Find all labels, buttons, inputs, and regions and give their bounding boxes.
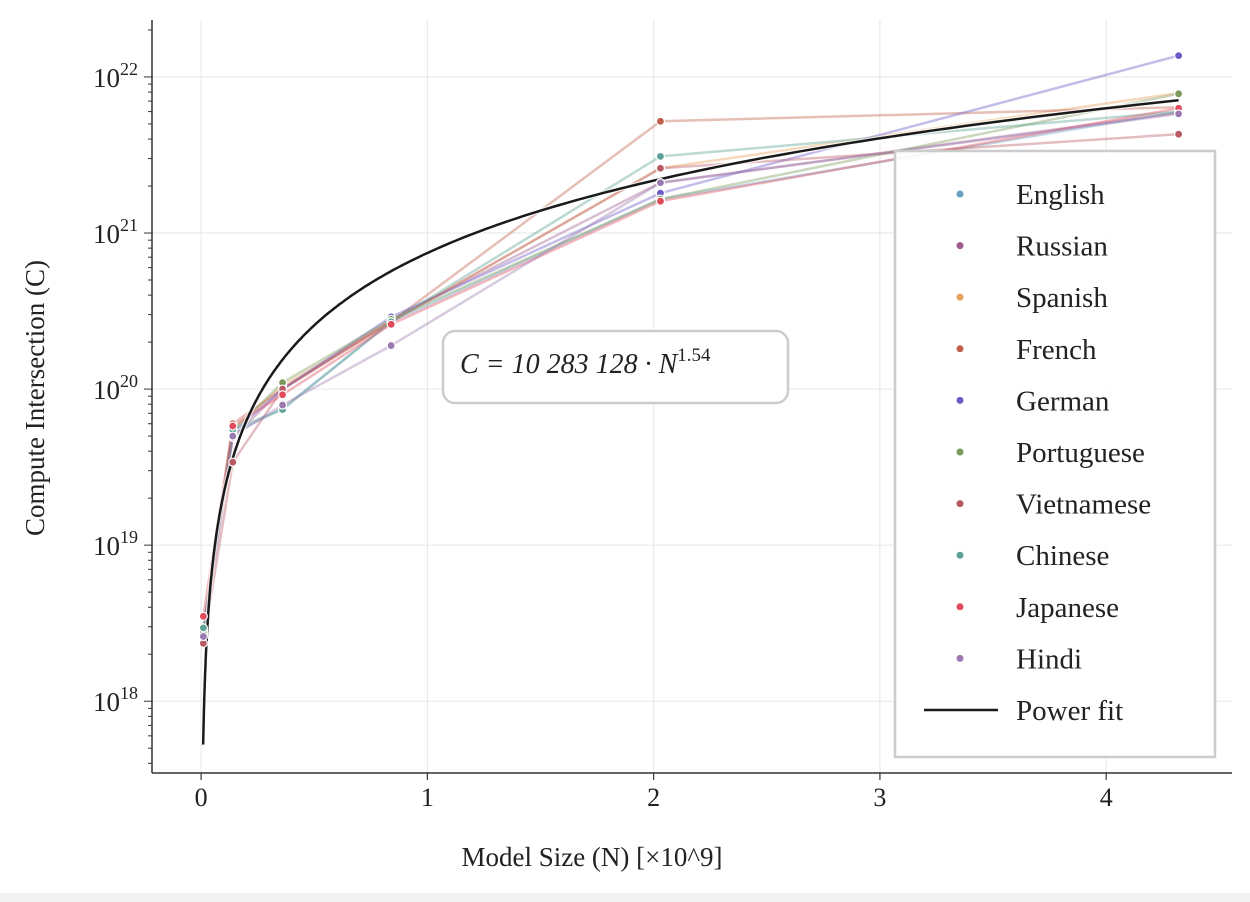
data-point-japanese — [386, 319, 396, 329]
legend-marker-english — [956, 190, 964, 198]
data-point-vietnamese — [1173, 129, 1184, 139]
legend-label: Vietnamese — [1016, 489, 1151, 521]
legend-marker-chinese — [956, 551, 964, 559]
data-point-hindi — [386, 340, 396, 351]
data-point-japanese — [228, 421, 238, 431]
legend-marker-russian — [956, 242, 964, 250]
legend-label: Portuguese — [1016, 437, 1145, 469]
y-axis-label: Compute Intersection (C) — [20, 260, 50, 536]
data-point-japanese — [655, 196, 666, 206]
data-point-vietnamese — [655, 163, 666, 173]
series-line-german — [202, 54, 1179, 632]
legend-label: Chinese — [1016, 540, 1109, 572]
data-point-chinese — [655, 151, 666, 161]
series-line-spanish — [202, 91, 1179, 632]
x-tick-label: 3 — [873, 783, 886, 812]
legend-label: English — [1016, 179, 1105, 211]
legend-label: French — [1016, 334, 1097, 366]
legend-marker-french — [956, 345, 964, 353]
series-line-french — [202, 105, 1179, 635]
legend-label: Power fit — [1016, 695, 1123, 727]
fit-equation-annotation: C = 10 283 128 · N1.54 — [441, 329, 790, 405]
data-point-german — [1173, 51, 1184, 61]
legend-marker-vietnamese — [956, 500, 964, 508]
series-line-chinese — [202, 110, 1179, 629]
legend-marker-portuguese — [956, 448, 964, 456]
series-line-portuguese — [202, 92, 1179, 632]
data-point-japanese — [277, 390, 288, 400]
data-point-hindi — [198, 631, 208, 642]
series-line-japanese — [202, 107, 1179, 617]
legend-box — [893, 149, 1217, 759]
legend-marker-hindi — [956, 654, 964, 662]
data-point-chinese — [198, 623, 208, 633]
x-tick-label: 1 — [421, 783, 434, 812]
data-point-hindi — [277, 400, 288, 410]
legend: English Russian Spanish French German Portugu… — [893, 149, 1217, 759]
y-tick-label: 1020 — [93, 371, 138, 405]
data-point-hindi — [1173, 109, 1184, 119]
y-tick-label: 1021 — [93, 215, 138, 249]
y-tick-label: 1019 — [93, 527, 138, 561]
legend-label: Japanese — [1016, 592, 1119, 624]
x-tick-label: 2 — [647, 783, 660, 812]
series-line-english — [202, 110, 1179, 630]
legend-label: Hindi — [1016, 643, 1082, 675]
data-point-vietnamese — [228, 457, 238, 467]
annotation-text: C = 10 283 128 · N1.54 — [460, 345, 711, 380]
legend-label: German — [1016, 385, 1110, 417]
legend-marker-german — [956, 396, 964, 404]
x-tick-label: 4 — [1100, 783, 1113, 812]
data-point-hindi — [655, 178, 666, 188]
y-tick-label: 1018 — [93, 683, 138, 717]
data-point-japanese — [198, 611, 208, 621]
legend-label: Russian — [1016, 231, 1108, 263]
legend-marker-japanese — [956, 603, 964, 611]
x-tick-label: 0 — [195, 783, 208, 812]
data-point-hindi — [228, 431, 238, 441]
data-point-portuguese — [1173, 89, 1184, 99]
annotation-box — [441, 329, 790, 405]
legend-label: Spanish — [1016, 282, 1108, 314]
y-tick-label: 1022 — [93, 59, 138, 93]
data-point-french — [655, 116, 666, 126]
bottom-strip — [0, 893, 1250, 902]
x-axis-label: Model Size (N) [×10^9] — [461, 842, 722, 872]
legend-marker-spanish — [956, 293, 964, 301]
